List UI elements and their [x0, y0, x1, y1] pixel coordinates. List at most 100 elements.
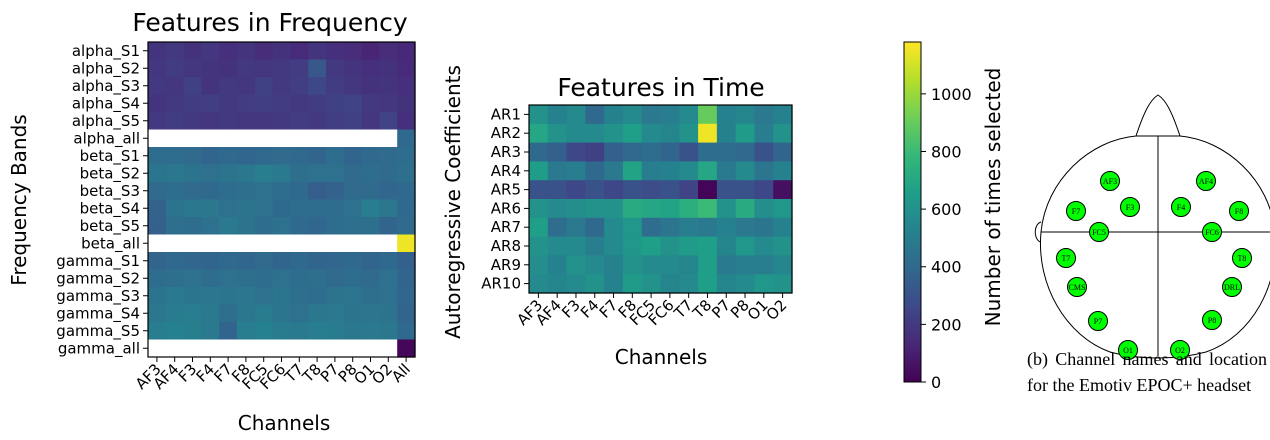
heatmap-cell	[679, 236, 699, 256]
time-x-axis-label: Channels	[615, 345, 708, 369]
heatmap-cell	[716, 236, 737, 256]
heatmap-cell	[183, 164, 202, 183]
heatmap-cell	[254, 199, 274, 218]
heatmap-cell	[308, 322, 327, 341]
heatmap-cell	[237, 42, 256, 61]
heatmap-cell	[343, 94, 363, 113]
heatmap-cell	[397, 42, 416, 61]
heatmap-cell	[290, 322, 309, 341]
heatmap-cell	[379, 234, 398, 253]
time-y-axis-label: Autoregressive Coefficients	[441, 65, 465, 339]
y-tick-label: beta_S2	[80, 164, 140, 183]
heatmap-cell	[679, 217, 699, 238]
heatmap-cell	[361, 59, 380, 78]
y-tick-label: AR1	[491, 105, 521, 123]
heatmap-cell	[547, 105, 568, 125]
heatmap-cell	[165, 77, 185, 96]
heatmap-cell	[183, 287, 202, 306]
heatmap-cell	[201, 94, 220, 113]
x-tick-label: All	[388, 360, 414, 386]
heatmap-cell	[622, 274, 643, 294]
heatmap-cell	[397, 182, 416, 201]
heatmap-cell	[773, 255, 793, 275]
heatmap-cell	[585, 161, 605, 181]
heatmap-cell	[585, 217, 605, 238]
colorbar-tick-label: 200	[931, 315, 962, 334]
heatmap-cell	[698, 255, 718, 275]
heatmap-cell	[641, 105, 662, 125]
y-tick-label: AR5	[491, 181, 521, 199]
heatmap-cell	[547, 274, 568, 294]
heatmap-cell	[165, 217, 185, 236]
heatmap-cell	[361, 287, 380, 306]
heatmap-cell	[308, 129, 327, 148]
heatmap-cell	[679, 180, 699, 200]
heatmap-cell	[660, 255, 680, 275]
heatmap-cell	[773, 123, 793, 144]
heatmap-cell	[272, 304, 291, 323]
heatmap-cell	[343, 304, 363, 323]
heatmap-cell	[308, 339, 327, 358]
heatmap-cell	[326, 129, 345, 148]
heatmap-cell	[183, 42, 202, 61]
heatmap-cell	[183, 339, 202, 358]
heatmap-cell	[165, 129, 185, 148]
heatmap-cell	[754, 142, 774, 162]
heatmap-cell	[201, 199, 220, 218]
heatmap-cell	[529, 105, 549, 125]
heatmap-cell	[735, 142, 756, 162]
heatmap-cell	[272, 147, 291, 166]
heatmap-cell	[201, 252, 220, 271]
y-tick-label: beta_S1	[80, 147, 140, 166]
heatmap-cell	[735, 105, 756, 125]
heatmap-cell	[566, 161, 586, 181]
heatmap-cell	[201, 112, 220, 131]
heatmap-cell	[754, 123, 774, 144]
heatmap-cell	[326, 164, 345, 183]
heatmap-cell	[343, 252, 363, 271]
heatmap-cell	[604, 123, 624, 144]
y-tick-label: gamma_S1	[56, 252, 140, 271]
heatmap-cell	[219, 287, 238, 306]
electrode-label: F8	[1235, 207, 1243, 216]
heatmap-cell	[183, 94, 202, 113]
heatmap-cell	[254, 339, 274, 358]
heatmap-cell	[219, 322, 238, 341]
electrode-label: CMS	[1069, 283, 1086, 292]
heatmap-cell	[361, 112, 380, 131]
heatmap-cell	[201, 77, 220, 96]
heatmap-cell	[735, 123, 756, 144]
heatmap-cell	[622, 142, 643, 162]
heatmap-cell	[379, 112, 398, 131]
heatmap-cell	[773, 105, 793, 125]
heatmap-cell	[735, 255, 756, 275]
heatmap-cell	[343, 129, 363, 148]
heatmap-cell	[547, 161, 568, 181]
heatmap-cell	[237, 129, 256, 148]
colorbar-ticks: 0 200 400 600 800 1000	[921, 85, 972, 392]
heatmap-cell	[308, 304, 327, 323]
heatmap-cell	[165, 234, 185, 253]
heatmap-cell	[148, 304, 167, 323]
heatmap-cell	[290, 94, 309, 113]
heatmap-cell	[361, 199, 380, 218]
heatmap-cell	[272, 287, 291, 306]
heatmap-cell	[585, 199, 605, 219]
heatmap-cell	[326, 339, 345, 358]
heatmap-cell	[754, 180, 774, 200]
heatmap-cell	[716, 180, 737, 200]
heatmap-cell	[254, 112, 274, 131]
heatmap-cell	[379, 42, 398, 61]
electrode-label: O1	[1123, 346, 1133, 355]
heatmap-cell	[326, 217, 345, 236]
electrode-circle	[1196, 171, 1216, 191]
heatmap-cell	[529, 274, 549, 294]
heatmap-cell	[660, 123, 680, 144]
heatmap-cell	[641, 217, 662, 238]
heatmap-cell	[641, 199, 662, 219]
y-tick-label: gamma_S5	[56, 322, 140, 341]
heatmap-cell	[148, 182, 167, 201]
heatmap-cell	[237, 182, 256, 201]
heatmap-cell	[604, 236, 624, 256]
electrode-circle	[1088, 311, 1108, 331]
